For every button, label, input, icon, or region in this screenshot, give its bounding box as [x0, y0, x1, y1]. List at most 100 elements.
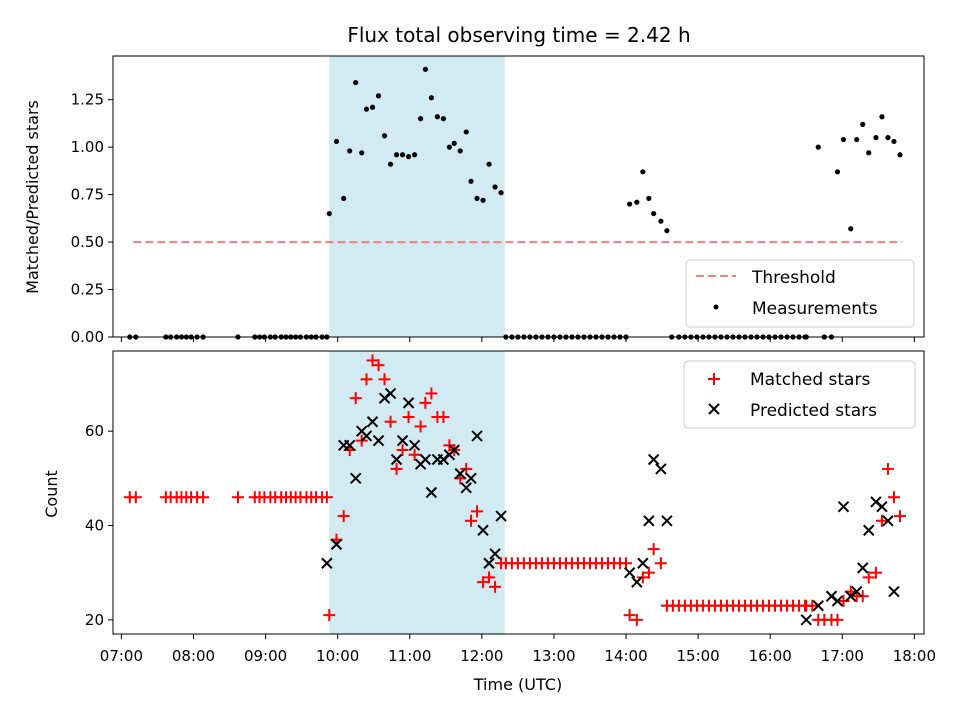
- y-tick-label: 0.25: [71, 281, 104, 299]
- x-tick-label: 08:00: [172, 647, 215, 665]
- matched-star-point: [372, 359, 385, 372]
- measurement-point: [640, 169, 646, 175]
- measurement-point: [446, 144, 453, 150]
- measurement-point: [664, 228, 670, 234]
- matched-star-point: [231, 491, 244, 504]
- predicted-star-point: [637, 557, 649, 569]
- measurement-point: [428, 95, 434, 101]
- x-tick-label: 16:00: [749, 647, 792, 665]
- predicted-star-point: [888, 585, 900, 598]
- measurement-point: [422, 66, 428, 72]
- measurement-point: [417, 116, 424, 122]
- x-tick-label: 10:00: [316, 647, 359, 665]
- matched-star-point: [875, 514, 888, 527]
- matched-star-point: [349, 392, 362, 405]
- measurement-point: [885, 135, 891, 141]
- matched-star-point: [337, 510, 350, 523]
- predicted-star-point: [471, 430, 483, 442]
- predicted-star-point: [837, 500, 850, 513]
- matched-star-point: [408, 448, 421, 461]
- matched-star-point: [402, 411, 415, 424]
- matched-star-point: [483, 571, 496, 584]
- predicted-star-point: [647, 453, 660, 466]
- matched-star-point: [390, 462, 403, 475]
- matched-star-point: [471, 505, 484, 518]
- matched-star-point: [623, 609, 636, 622]
- x-tick-label: 15:00: [677, 647, 720, 665]
- matched-star-point: [366, 354, 379, 367]
- predicted-star-point: [876, 500, 888, 513]
- matched-star-point: [856, 590, 869, 603]
- matched-star-point: [806, 599, 819, 612]
- matched-star-point: [384, 415, 397, 428]
- matched-star-point: [425, 387, 438, 400]
- matched-star-point: [887, 491, 900, 504]
- matched-star-point: [636, 571, 649, 584]
- legend-matched-marker: [708, 373, 720, 385]
- x-tick-label: 12:00: [460, 647, 503, 665]
- predicted-star-point: [360, 430, 373, 442]
- predicted-star-point: [390, 453, 403, 466]
- measurement-point: [815, 144, 821, 150]
- matched-star-point: [414, 420, 427, 433]
- matched-star-point: [654, 557, 667, 570]
- measurement-point: [634, 199, 640, 205]
- matched-star-point: [460, 462, 473, 475]
- predicted-star-point: [343, 439, 356, 452]
- matched-star-point: [647, 543, 660, 556]
- y-tick-label: 1.00: [71, 138, 104, 156]
- predicted-star-point: [495, 510, 507, 522]
- x-tick-label: 09:00: [244, 647, 287, 665]
- predicted-star-point: [661, 515, 673, 527]
- legend-predicted-label: Predicted stars: [750, 401, 877, 421]
- measurement-point: [492, 184, 498, 190]
- measurement-point: [854, 136, 860, 143]
- predicted-star-point: [330, 538, 343, 551]
- top-legend: Threshold Measurements: [685, 259, 915, 328]
- predicted-star-point: [623, 566, 636, 579]
- matched-star-point: [320, 491, 333, 504]
- measurement-point: [411, 152, 418, 158]
- measurement-point: [375, 93, 382, 99]
- measurement-point: [434, 114, 440, 120]
- measurement-point: [405, 154, 412, 160]
- x-tick-label: 17:00: [821, 647, 864, 665]
- measurement-point: [897, 152, 903, 158]
- measurement-point: [848, 226, 854, 232]
- bottom-axes-frame: [112, 350, 925, 635]
- x-tick-label: 14:00: [604, 647, 647, 665]
- bottom-panel: 20 40 60 07:00 08:00 09:00 10:00 11:00 12:00 13:…: [42, 350, 936, 694]
- predicted-star-point: [489, 548, 501, 560]
- bottom-legend-box: [683, 360, 916, 429]
- matched-star-point: [893, 510, 906, 523]
- predicted-star-point: [857, 562, 869, 574]
- predicted-star-point: [454, 467, 466, 480]
- legend-matched-label: Matched stars: [750, 370, 870, 390]
- measurement-point: [468, 178, 474, 184]
- predicted-star-point: [384, 387, 397, 400]
- matched-star-point: [396, 444, 409, 457]
- measurement-point: [860, 121, 866, 127]
- top-panel: 0.00 0.25 0.50 0.75 1.00 1.25 Matched/Predict…: [23, 55, 925, 346]
- measurement-point: [359, 150, 365, 156]
- matched-star-point: [881, 462, 894, 475]
- y-tick-label: 20: [85, 611, 104, 629]
- matched-star-point: [869, 566, 882, 579]
- measurement-point: [387, 161, 394, 167]
- matched-star-point: [419, 396, 432, 409]
- x-tick-label: 13:00: [532, 647, 575, 665]
- measurement-point: [393, 152, 400, 158]
- measurement-point: [451, 140, 457, 146]
- measurement-point: [873, 135, 879, 141]
- predicted-star-point: [800, 614, 812, 626]
- predicted-star-point: [655, 463, 667, 475]
- predicted-star-point: [448, 444, 460, 456]
- predicted-star-point: [366, 416, 379, 428]
- measurement-point: [480, 197, 486, 203]
- top-legend-box: [685, 259, 915, 328]
- predicted-star-point: [631, 576, 643, 588]
- y-tick-label: 40: [85, 517, 104, 535]
- x-tick-label: 07:00: [100, 647, 143, 665]
- predicted-star-point: [465, 472, 477, 485]
- legend-predicted-marker: [708, 403, 720, 415]
